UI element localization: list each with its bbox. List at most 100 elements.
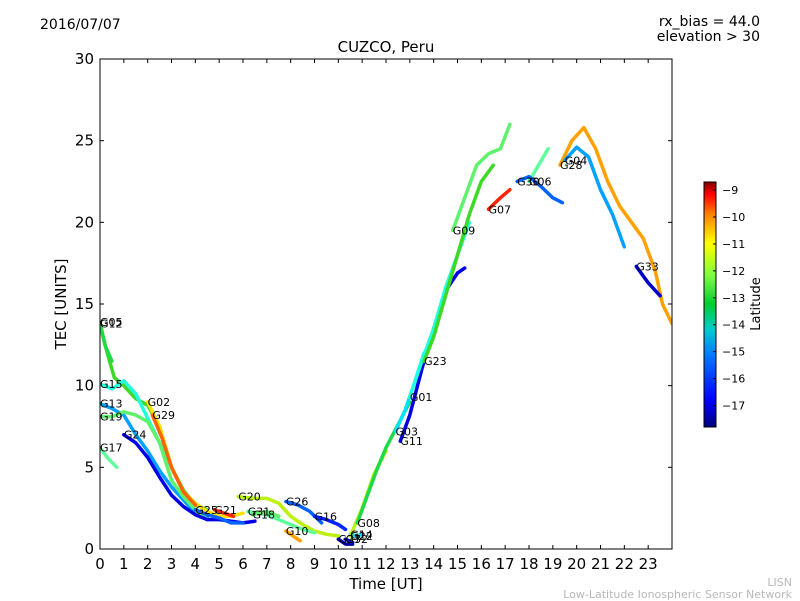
series-label-g14: G14	[350, 528, 373, 541]
series-line-g07	[486, 187, 512, 212]
x-axis-label: Time [UT]	[348, 575, 422, 593]
series-label-g05: G05	[100, 316, 123, 329]
series-label-g07: G07	[488, 203, 511, 216]
y-tick-label: 25	[75, 132, 94, 150]
series-label-g21: G21	[214, 504, 237, 517]
series-label-g02: G02	[148, 396, 171, 409]
series-label-g15: G15	[100, 378, 123, 391]
series-label-g09: G09	[453, 225, 476, 238]
colorbar-tick-label: −12	[722, 265, 745, 278]
series-line-g17	[100, 445, 119, 470]
y-axis-label: TEC [UNITS]	[52, 259, 70, 351]
series-label-g13: G13	[100, 398, 123, 411]
series-label-g12: G12	[100, 318, 123, 331]
x-tick-label: 13	[400, 555, 419, 573]
x-tick-label: 2	[143, 555, 153, 573]
x-tick-label: 11	[353, 555, 372, 573]
chart-title: CUZCO, Peru	[338, 38, 435, 56]
series-line-g10	[284, 529, 302, 543]
series-line-g20	[236, 494, 341, 538]
series-line-g05	[100, 320, 114, 363]
series-line-g25	[193, 508, 245, 525]
series-label-g22: G22	[350, 530, 373, 543]
x-tick-label: 4	[191, 555, 201, 573]
y-tick-label: 10	[75, 377, 94, 395]
network-name: Low-Latitude Ionospheric Sensor Network	[563, 588, 792, 601]
series-line-g09	[450, 122, 512, 233]
colorbar-tick-label: −9	[722, 184, 738, 197]
series-line-g33	[634, 264, 662, 298]
x-tick-label: 20	[567, 555, 586, 573]
series-label-g24: G24	[124, 429, 147, 442]
series-line-g04	[563, 145, 627, 249]
series-label-g04: G04	[565, 154, 588, 167]
y-tick-label: 30	[75, 50, 94, 68]
series-label-g31: G31	[248, 505, 271, 518]
series-label-g33: G33	[636, 260, 659, 273]
series-line-g23	[422, 163, 496, 363]
series-line-g32	[343, 537, 355, 545]
colorbar	[703, 181, 717, 428]
series-label-g19: G19	[100, 411, 123, 424]
series-label-g16: G16	[315, 510, 338, 523]
series-label-g03: G03	[396, 425, 419, 438]
series-label-g01: G01	[410, 391, 433, 404]
series-label-g29: G29	[152, 409, 175, 422]
series-label-g06: G06	[529, 176, 552, 189]
series-label-g10: G10	[286, 525, 309, 538]
colorbar-tick-label: −11	[722, 238, 745, 251]
colorbar-tick-label: −10	[722, 211, 745, 224]
series-label-g20: G20	[238, 491, 261, 504]
series-label-g26: G26	[286, 496, 309, 509]
y-tick-label: 20	[75, 213, 94, 231]
x-tick-label: 21	[591, 555, 610, 573]
colorbar-tick-label: −13	[722, 292, 745, 305]
series-line-g30	[515, 174, 565, 205]
series-line-g16	[312, 514, 348, 532]
x-tick-label: 23	[639, 555, 658, 573]
network-acronym: LISN	[767, 576, 792, 589]
y-tick-label: 15	[75, 295, 94, 313]
plot-frame	[99, 58, 673, 550]
series-line-g29	[150, 413, 198, 507]
x-tick-label: 12	[376, 555, 395, 573]
x-tick-label: 3	[167, 555, 177, 573]
series-label-g27: G27	[338, 533, 361, 546]
series-line-g27	[336, 537, 355, 546]
series-line-g18	[250, 509, 281, 519]
chart-date: 2016/07/07	[40, 17, 121, 33]
x-tick-label: 22	[615, 555, 634, 573]
x-tick-label: 19	[543, 555, 562, 573]
x-tick-label: 5	[214, 555, 224, 573]
series-label-g11: G11	[400, 435, 423, 448]
x-tick-label: 7	[262, 555, 272, 573]
y-tick-label: 0	[84, 540, 94, 558]
colorbar-tick-label: −17	[722, 399, 745, 412]
colorbar-tick-label: −16	[722, 373, 745, 386]
x-tick-label: 18	[519, 555, 538, 573]
series-label-g30: G30	[517, 176, 540, 189]
series-line-g06	[527, 147, 550, 184]
x-tick-label: 1	[119, 555, 129, 573]
x-tick-label: 17	[496, 555, 515, 573]
y-tick-label: 5	[84, 458, 94, 476]
series-label-g18: G18	[253, 509, 276, 522]
elevation-label: elevation > 30	[656, 29, 760, 45]
series-label-g32: G32	[345, 533, 368, 546]
series-line-g21	[212, 508, 236, 519]
x-tick-label: 14	[424, 555, 443, 573]
x-tick-label: 10	[329, 555, 348, 573]
rx-bias-label: rx_bias = 44.0	[658, 14, 760, 30]
colorbar-tick-label: −14	[722, 319, 745, 332]
series-line-g19	[100, 410, 210, 522]
series-line-g13	[100, 401, 210, 520]
x-tick-label: 6	[238, 555, 248, 573]
colorbar-tick-label: −15	[722, 346, 745, 359]
colorbar-label: Latitude	[749, 277, 764, 331]
x-tick-label: 9	[310, 555, 320, 573]
x-tick-label: 8	[286, 555, 296, 573]
series-line-g14	[348, 532, 364, 538]
series-label-g17: G17	[100, 442, 123, 455]
series-line-g28	[558, 125, 672, 326]
